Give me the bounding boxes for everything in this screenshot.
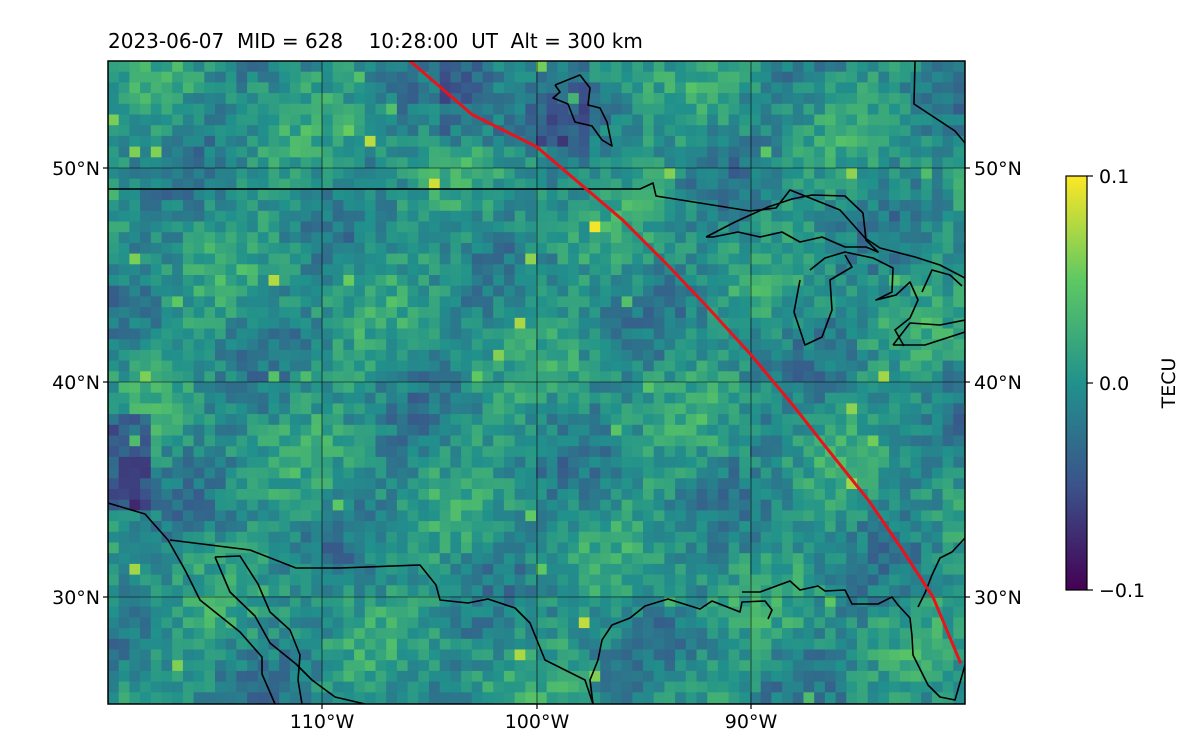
lat-label-left-50: 50°N bbox=[52, 158, 100, 180]
baja-peninsula bbox=[214, 556, 366, 704]
canada-great-lakes-border bbox=[749, 189, 965, 279]
lon-label-100w: 100°W bbox=[505, 711, 570, 733]
colorbar: 0.1 0.0 −0.1 TECU bbox=[1065, 166, 1180, 602]
lake-huron-shore bbox=[921, 269, 963, 293]
florida-atlantic bbox=[917, 537, 965, 608]
gridlines bbox=[108, 61, 965, 704]
plot-title: 2023-06-07 MID = 628 10:28:00 UT Alt = 3… bbox=[108, 29, 643, 53]
gulf-coast-east bbox=[742, 580, 965, 701]
lat-label-right-40: 40°N bbox=[974, 372, 1022, 394]
lat-label-right-30: 30°N bbox=[974, 587, 1022, 609]
us-canada-border bbox=[108, 182, 751, 212]
lon-label-90w: 90°W bbox=[725, 711, 778, 733]
east-canada-coast bbox=[913, 61, 965, 144]
colorbar-tick-max: 0.1 bbox=[1099, 166, 1129, 188]
lat-label-left-40: 40°N bbox=[52, 372, 100, 394]
colorbar-tick-zero: 0.0 bbox=[1099, 373, 1129, 395]
colorbar-tick-min: −0.1 bbox=[1099, 580, 1145, 602]
gulf-coast-texas bbox=[589, 598, 773, 704]
lat-label-left-30: 30°N bbox=[52, 587, 100, 609]
colorbar-label: TECU bbox=[1158, 358, 1180, 410]
tec-heatmap bbox=[108, 61, 965, 704]
us-mexico-border bbox=[169, 539, 594, 704]
baja-west bbox=[214, 555, 303, 704]
lake-michigan bbox=[809, 251, 919, 347]
lat-label-right-50: 50°N bbox=[974, 158, 1022, 180]
hudson-bay-coast bbox=[552, 74, 613, 147]
colorbar-gradient bbox=[1065, 175, 1088, 591]
lon-label-110w: 110°W bbox=[290, 711, 355, 733]
michigan-west-shore bbox=[793, 254, 853, 346]
coastlines bbox=[108, 61, 965, 704]
tick-marks bbox=[103, 167, 970, 709]
satellite-track bbox=[409, 61, 963, 664]
pacific-coast bbox=[108, 502, 276, 704]
lake-superior bbox=[705, 194, 879, 253]
lake-erie-ontario bbox=[892, 319, 965, 346]
